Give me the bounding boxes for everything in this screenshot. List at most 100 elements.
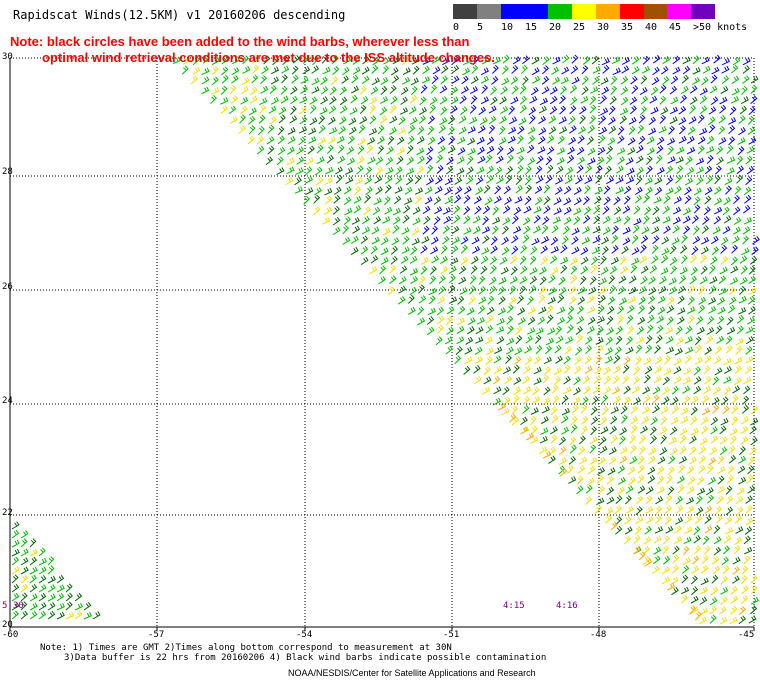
wind-barb	[745, 517, 754, 526]
wind-barb	[671, 586, 679, 596]
wind-barb	[561, 415, 569, 424]
wind-barb	[211, 76, 219, 86]
wind-barb	[266, 136, 275, 145]
lat-label-22: 22	[2, 508, 13, 518]
wind-barb	[554, 344, 562, 354]
wind-barb	[610, 435, 618, 444]
wind-barb	[634, 525, 642, 535]
wind-barb	[506, 154, 514, 164]
wind-barb	[742, 226, 751, 235]
wind-barb	[519, 104, 527, 114]
wind-barb	[596, 497, 605, 506]
wind-barb	[555, 355, 563, 364]
wind-barb	[684, 195, 692, 205]
wind-barb	[353, 205, 362, 214]
wind-barb	[47, 565, 55, 575]
wind-barb	[455, 346, 463, 355]
wind-barb	[299, 96, 308, 104]
wind-barb	[395, 166, 403, 176]
wind-barb	[371, 64, 379, 74]
wind-barb	[637, 474, 645, 484]
wind-barb	[511, 405, 518, 415]
wind-barb	[638, 114, 646, 124]
wind-barb	[566, 154, 575, 164]
wind-barb	[467, 147, 476, 156]
wind-barb	[347, 157, 356, 166]
wind-barb	[589, 276, 597, 285]
wind-barb	[485, 154, 493, 164]
wind-barb	[550, 267, 559, 276]
wind-barb	[635, 336, 645, 344]
wind-barb	[670, 75, 679, 85]
legend-swatch	[619, 4, 644, 19]
wind-barb	[442, 235, 450, 245]
wind-barb	[741, 585, 749, 594]
wind-barb	[573, 216, 581, 225]
wind-barb	[558, 286, 567, 296]
wind-barb	[356, 165, 364, 175]
wind-barb	[748, 106, 756, 116]
wind-barb	[631, 56, 640, 65]
wind-barb	[687, 126, 696, 135]
wind-barb	[735, 337, 744, 346]
wind-barb	[601, 86, 610, 95]
wind-barb	[436, 164, 444, 174]
wind-barb	[11, 592, 20, 602]
wind-barb	[700, 577, 709, 586]
wind-barb	[645, 165, 653, 175]
wind-barb	[543, 356, 552, 365]
wind-barb	[666, 176, 674, 186]
wind-barb	[739, 446, 746, 456]
wind-barb	[684, 346, 694, 355]
wind-barb	[568, 115, 576, 125]
wind-barb	[427, 136, 436, 146]
wind-barb	[332, 226, 341, 236]
wind-barb	[632, 376, 640, 385]
wind-barb	[432, 66, 441, 75]
wind-barb	[360, 96, 369, 105]
wind-barb	[458, 265, 467, 275]
wind-barb	[699, 437, 708, 446]
wind-barb	[563, 185, 572, 195]
wind-barb	[220, 105, 228, 114]
wind-barb	[723, 196, 731, 206]
wind-barb	[512, 56, 521, 65]
wind-barb	[732, 566, 740, 575]
wind-barb	[582, 196, 590, 206]
wind-barb	[529, 95, 538, 104]
lon-label-51: -51	[443, 630, 460, 640]
wind-barb	[663, 555, 671, 565]
wind-barb	[438, 285, 446, 295]
wind-barb	[637, 485, 646, 494]
wind-barb	[543, 196, 551, 205]
wind-barb	[372, 56, 380, 66]
wind-barb	[457, 136, 466, 145]
wind-barb	[466, 307, 475, 316]
wind-barb	[631, 84, 639, 94]
wind-barb	[720, 586, 729, 595]
wind-barb	[506, 337, 515, 346]
wind-barb	[490, 245, 498, 254]
wind-barb	[553, 367, 562, 375]
wind-barb	[626, 314, 634, 325]
wind-barb	[380, 257, 389, 265]
wind-barb	[475, 326, 484, 335]
wind-barb	[370, 255, 379, 264]
wind-barb	[706, 464, 714, 474]
wind-barb	[565, 336, 574, 344]
wind-barb	[580, 404, 588, 414]
wind-barb	[569, 125, 577, 134]
wind-barb	[736, 325, 744, 335]
wind-barb	[689, 275, 697, 285]
wind-barb	[750, 417, 759, 426]
wind-barb	[11, 602, 20, 611]
wind-barb	[743, 204, 751, 214]
wind-barb	[533, 366, 542, 375]
wind-barb	[534, 196, 543, 206]
wind-barb	[659, 95, 667, 105]
wind-barb	[390, 67, 399, 76]
wind-barb	[577, 156, 585, 165]
wind-barb	[546, 314, 554, 324]
wind-barb	[493, 355, 502, 364]
wind-barb	[712, 226, 721, 235]
